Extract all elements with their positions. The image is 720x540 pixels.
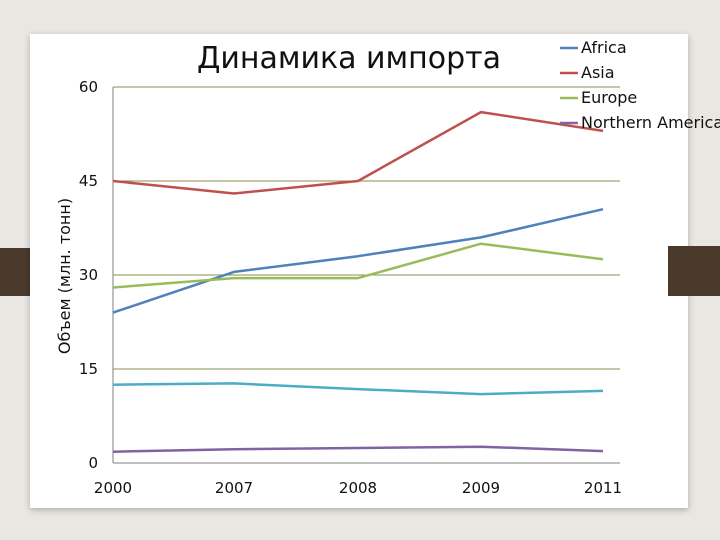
x-tick-label: 2009 <box>462 479 500 497</box>
x-tick-label: 2008 <box>339 479 377 497</box>
slide-card <box>30 34 688 508</box>
legend-label: Europe <box>581 88 637 107</box>
series-line-asia <box>112 110 604 195</box>
y-tick-label: 0 <box>88 454 98 472</box>
y-tick-label: 15 <box>79 360 98 378</box>
legend-label: Asia <box>581 63 615 82</box>
y-axis-label: Объем (млн. тонн) <box>55 198 74 354</box>
x-tick-label: 2007 <box>215 479 253 497</box>
chart-title: Динамика импорта <box>197 41 501 76</box>
y-tick-label: 60 <box>79 78 98 96</box>
series-line-unnamed-4 <box>112 382 604 396</box>
series-line-europe <box>112 242 604 289</box>
grid-lines <box>112 86 620 464</box>
y-tick-labels: 0 15 30 45 60 <box>79 78 98 472</box>
legend: Africa Asia Europe Northern America <box>560 38 720 132</box>
series-line-northern-america <box>112 445 604 453</box>
decorative-tab-right <box>668 246 720 296</box>
x-tick-label: 2011 <box>584 479 622 497</box>
x-tick-label: 2000 <box>94 479 132 497</box>
legend-label: Africa <box>581 38 627 57</box>
y-tick-label: 45 <box>79 172 98 190</box>
series-lines <box>112 110 604 453</box>
series-line-africa <box>112 207 604 314</box>
x-tick-labels: 2000 2007 2008 2009 2011 <box>94 479 622 497</box>
y-tick-label: 30 <box>79 266 98 284</box>
legend-label: Northern America <box>581 113 720 132</box>
